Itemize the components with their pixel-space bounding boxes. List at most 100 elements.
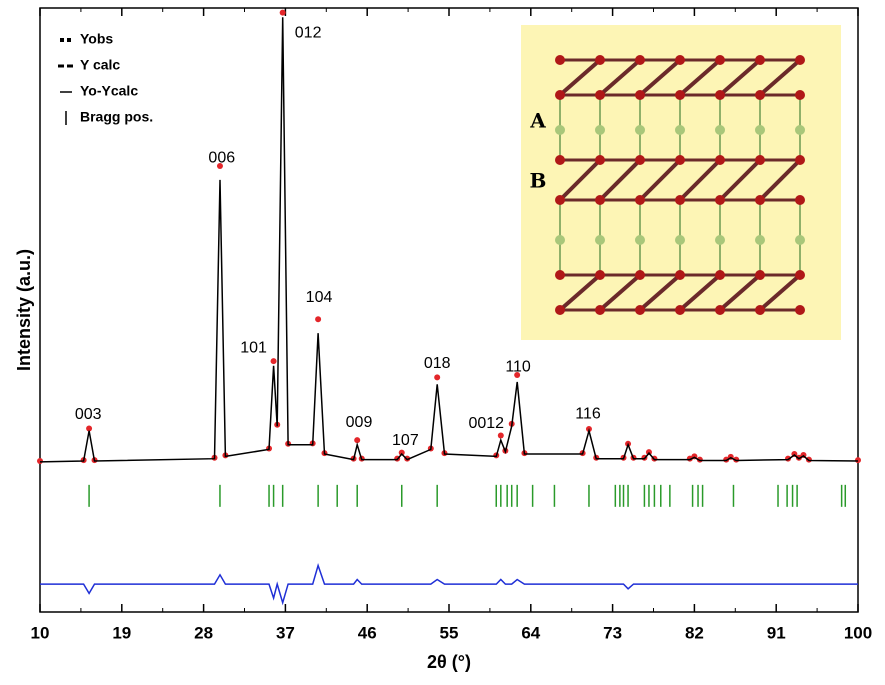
- inset-bond: [758, 273, 802, 312]
- peak-label: 0012: [468, 415, 504, 432]
- inset-atom: [555, 90, 565, 100]
- inset-atom: [795, 305, 805, 315]
- peak-label: 107: [392, 432, 419, 449]
- inset-bond: [638, 273, 682, 312]
- inset-atom: [595, 125, 605, 135]
- inset-atom: [595, 155, 605, 165]
- x-tick-label: 28: [194, 623, 213, 642]
- inset-bond: [678, 273, 722, 312]
- inset-bond: [758, 158, 802, 202]
- series-line: [40, 563, 858, 606]
- obs-point: [216, 162, 223, 169]
- legend-symbol: [67, 38, 71, 42]
- inset-atom: [555, 235, 565, 245]
- inset-atom: [755, 90, 765, 100]
- legend-entry: Yo-Ycalc: [60, 83, 138, 99]
- inset-atom: [675, 305, 685, 315]
- legend-label: Yo-Ycalc: [80, 83, 138, 99]
- inset-atom: [635, 90, 645, 100]
- inset-atom: [675, 55, 685, 65]
- peak-label: 116: [575, 405, 601, 422]
- inset-atom: [795, 90, 805, 100]
- peak-label: 012: [295, 24, 322, 41]
- inset-atom: [555, 305, 565, 315]
- inset-atom: [555, 270, 565, 280]
- inset-bond: [678, 58, 722, 97]
- inset-bond: [598, 158, 642, 202]
- peak-label: 009: [346, 414, 373, 431]
- inset-bond: [558, 273, 602, 312]
- inset-atom: [715, 305, 725, 315]
- inset-bond: [678, 158, 722, 202]
- inset-atom: [635, 305, 645, 315]
- inset-atom: [715, 270, 725, 280]
- x-tick-label: 73: [603, 623, 622, 642]
- inset-atom: [755, 195, 765, 205]
- obs-point: [434, 374, 441, 381]
- inset-bond: [558, 58, 602, 97]
- inset-atom: [555, 125, 565, 135]
- inset-atom: [715, 55, 725, 65]
- inset-atom: [795, 55, 805, 65]
- inset-atom: [635, 195, 645, 205]
- x-tick-label: 19: [112, 623, 131, 642]
- inset-atom: [675, 125, 685, 135]
- inset-atom: [595, 270, 605, 280]
- inset-atom: [755, 305, 765, 315]
- inset-atom: [675, 195, 685, 205]
- legend-label: Yobs: [80, 31, 113, 47]
- inset-atom: [595, 195, 605, 205]
- inset-atom: [715, 90, 725, 100]
- peak-label: 018: [424, 355, 451, 372]
- inset-bond: [718, 273, 762, 312]
- inset-bond: [638, 58, 682, 97]
- inset-label: A: [529, 109, 546, 133]
- obs-point: [514, 372, 521, 379]
- inset-atom: [715, 155, 725, 165]
- inset-atom: [715, 125, 725, 135]
- inset-atom: [595, 305, 605, 315]
- peak-label: 110: [505, 358, 531, 375]
- series-line: [39, 17, 859, 463]
- peak-label: 101: [240, 339, 267, 356]
- peak-label: 006: [208, 149, 235, 166]
- obs-point: [37, 458, 43, 464]
- inset-atom: [675, 235, 685, 245]
- inset-atom: [635, 155, 645, 165]
- obs-point: [279, 9, 286, 16]
- inset-atom: [555, 155, 565, 165]
- legend-entry: Bragg pos.: [65, 109, 153, 125]
- inset-atom: [595, 55, 605, 65]
- inset-bond: [718, 158, 762, 202]
- inset-atom: [755, 235, 765, 245]
- peak-label: 003: [75, 406, 102, 423]
- x-tick-label: 37: [276, 623, 295, 642]
- obs-point: [855, 457, 861, 464]
- inset-bond: [598, 273, 642, 312]
- inset-atom: [755, 270, 765, 280]
- legend-label: Y calc: [80, 57, 120, 73]
- legend-entry: Y calc: [58, 57, 120, 73]
- inset-label: B: [530, 169, 547, 193]
- x-tick-label: 91: [767, 623, 786, 642]
- inset-bond: [638, 158, 682, 202]
- inset-atom: [795, 125, 805, 135]
- obs-point: [398, 449, 405, 456]
- x-axis-title: 2θ (°): [427, 652, 471, 672]
- inset-bond: [558, 158, 602, 202]
- inset-atom: [795, 195, 805, 205]
- inset-atom: [555, 195, 565, 205]
- legend-entry: Yobs: [60, 31, 113, 47]
- inset-atom: [635, 55, 645, 65]
- inset-bond: [598, 58, 642, 97]
- inset-atom: [675, 90, 685, 100]
- x-tick-label: 64: [521, 623, 540, 642]
- inset-atom: [675, 155, 685, 165]
- inset-atom: [755, 125, 765, 135]
- obs-point: [497, 432, 504, 439]
- obs-point: [270, 358, 277, 365]
- inset-atom: [595, 90, 605, 100]
- inset: [521, 25, 841, 340]
- obs-point: [354, 437, 361, 444]
